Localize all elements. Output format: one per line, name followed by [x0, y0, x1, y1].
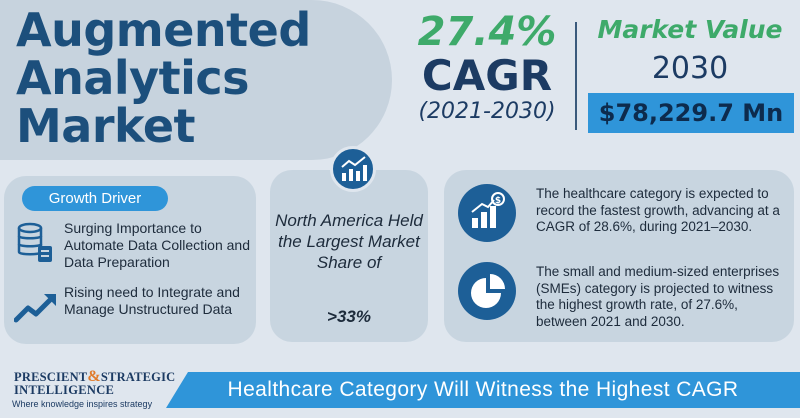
pie-chart-icon — [471, 274, 505, 308]
title-line-2: Analytics — [16, 51, 250, 105]
database-icon — [17, 222, 52, 262]
region-panel — [270, 170, 428, 342]
logo-tagline: Where knowledge inspires strategy — [12, 399, 153, 409]
growth-driver-item-2: Rising need to Integrate and Manage Unst… — [64, 284, 240, 317]
title-line-1: Augmented — [16, 3, 311, 57]
region-share: >33% — [327, 307, 371, 326]
svg-text:$: $ — [495, 196, 501, 206]
cagr-period: (2021-2030) — [418, 99, 556, 124]
logo-word-prescient: PRESCIENT — [14, 370, 88, 384]
market-value-amount: $78,229.7 Mn — [598, 99, 784, 127]
logo-ampersand: & — [87, 368, 101, 385]
divider — [575, 22, 577, 130]
pie-chart-icon-badge — [458, 262, 516, 320]
dollar-chart-icon: $ — [471, 192, 505, 228]
footer-banner — [166, 372, 800, 408]
cagr-label: CAGR — [421, 51, 553, 100]
logo-word-strategic: STRATEGIC — [100, 370, 176, 384]
region-text: North America Held the Largest Market Sh… — [275, 211, 423, 272]
insight-smes: The small and medium-sized enterprises (… — [536, 264, 780, 329]
insight-healthcare: The healthcare category is expected to r… — [536, 186, 780, 234]
title-background — [0, 0, 392, 160]
logo-line-2: INTELLIGENCE — [14, 383, 115, 397]
title-line-3: Market — [16, 99, 196, 153]
cagr-percent: 27.4% — [417, 9, 557, 55]
market-value-box — [588, 93, 794, 133]
page-title: Augmented Analytics Market — [16, 6, 396, 150]
growth-driver-item-1: Surging Importance to Automate Data Coll… — [64, 220, 250, 270]
chart-growth-icon — [341, 156, 367, 181]
logo-line-1: PRESCIENT&STRATEGIC — [14, 368, 175, 385]
market-value-year: 2030 — [651, 51, 729, 86]
growth-driver-heading: Growth Driver — [22, 186, 168, 211]
market-value-label: Market Value — [597, 15, 783, 44]
footer-banner-text: Healthcare Category Will Witness the Hig… — [227, 378, 739, 401]
trend-arrow-icon — [14, 294, 56, 323]
